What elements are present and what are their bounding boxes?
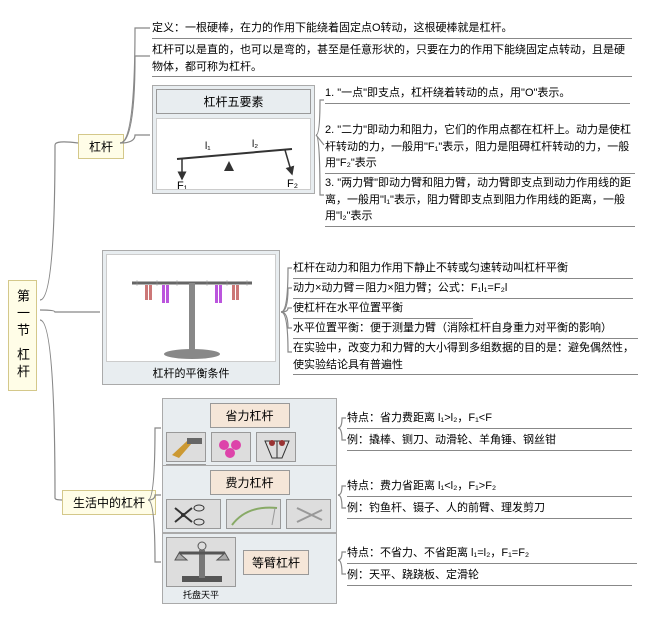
- balance-diagram: [106, 254, 276, 362]
- element-1: 1. "一点"即支点，杠杆绕着转动的点，用"O"表示。: [325, 85, 630, 104]
- five-elements-title: 杠杆五要素: [156, 89, 311, 114]
- type3-example: 例：天平、跷跷板、定滑轮: [347, 567, 632, 586]
- balance-l4: 水平位置平衡：便于测量力臂（消除杠杆自身重力对平衡的影响）: [293, 320, 638, 339]
- type2-images: [165, 498, 334, 530]
- element-2: 2. "二力"即动力和阻力，它们的作用点都在杠杆上。动力是使杠杆转动的力，一般用…: [325, 122, 635, 174]
- svg-text:l₂: l₂: [252, 139, 258, 150]
- lever-note: 杠杆可以是直的，也可以是弯的，甚至是任意形状的，只要在力的作用下能绕固定点转动，…: [152, 42, 632, 77]
- root-node: 第一节 杠杆: [8, 280, 37, 391]
- type1-example: 例：撬棒、铡刀、动滑轮、羊角锤、钢丝钳: [347, 432, 632, 451]
- type3-feature: 特点：不省力、不省距离 l₁=l₂，F₁=F₂: [347, 545, 637, 564]
- type2-example: 例：钓鱼杆、镊子、人的前臂、理发剪刀: [347, 500, 632, 519]
- lever-diagram: l₁ l₂ F₁ F₂: [156, 118, 311, 190]
- five-elements-box: 杠杆五要素 l₁ l₂ F₁ F₂: [152, 85, 315, 194]
- element-3: 3. "两力臂"即动力臂和阻力臂，动力臂即支点到动力作用线的距离，一般用"l₁"…: [325, 175, 635, 227]
- svg-text:l₁: l₁: [205, 141, 211, 152]
- balance-l2: 动力×动力臂＝阻力×阻力臂；公式：F₁l₁=F₂l: [293, 280, 633, 299]
- type3-images: 等臂杠杆: [165, 536, 334, 588]
- balance-box: 杠杆的平衡条件: [102, 250, 280, 385]
- type2-feature: 特点：费力省距离 l₁<l₂，F₁>F₂: [347, 478, 632, 497]
- type3-title: 等臂杠杆: [243, 550, 309, 575]
- definition: 定义：一根硬棒，在力的作用下能绕着固定点O转动，这根硬棒就是杠杆。: [152, 20, 632, 39]
- type2-title: 费力杠杆: [210, 470, 290, 495]
- svg-text:F₁: F₁: [177, 180, 188, 190]
- type1-feature: 特点：省力费距离 l₁>l₂，F₁<F: [347, 410, 632, 429]
- type1-title: 省力杠杆: [210, 403, 290, 428]
- balance-title: 杠杆的平衡条件: [106, 365, 276, 381]
- balance-l5: 在实验中，改变力和力臂的大小得到多组数据的目的是：避免偶然性，使实验结论具有普遍…: [293, 340, 638, 375]
- balance-caption: 托盘天平: [183, 588, 334, 601]
- type2-box: 费力杠杆: [162, 465, 337, 533]
- branch-life-levers: 生活中的杠杆: [62, 490, 156, 515]
- branch-lever: 杠杆: [78, 134, 124, 159]
- svg-text:F₂: F₂: [287, 178, 298, 190]
- type3-box: 等臂杠杆 托盘天平: [162, 533, 337, 604]
- balance-l1: 杠杆在动力和阻力作用下静止不转或匀速转动叫杠杆平衡: [293, 260, 633, 279]
- balance-l3: 使杠杆在水平位置平衡: [293, 300, 473, 319]
